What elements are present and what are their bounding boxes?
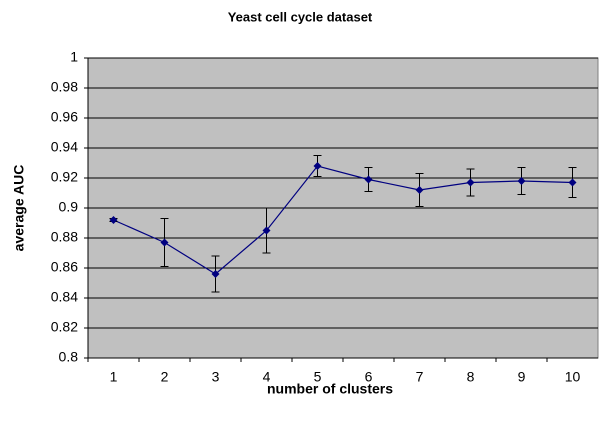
y-tick-label: 0.84 xyxy=(51,289,78,305)
x-tick-label: 2 xyxy=(161,369,169,385)
x-tick-label: 7 xyxy=(416,369,424,385)
x-tick-label: 3 xyxy=(212,369,220,385)
chart-title: Yeast cell cycle dataset xyxy=(228,9,373,24)
line xyxy=(113,165,573,275)
y-tick-label: 0.92 xyxy=(51,169,78,185)
x-tick-label: 6 xyxy=(365,369,373,385)
y-tick-label: 0.96 xyxy=(51,109,78,125)
y-tick-label: 0.9 xyxy=(59,199,79,215)
x-tick-label: 8 xyxy=(467,369,475,385)
x-tick-label: 1 xyxy=(110,369,118,385)
marker xyxy=(466,178,475,187)
marker xyxy=(517,177,526,185)
y-tick-label: 0.86 xyxy=(51,259,78,275)
marker xyxy=(211,270,220,278)
y-tick-label: 0.88 xyxy=(51,229,78,245)
x-tick-label: 5 xyxy=(314,369,322,385)
x-tick-label: 9 xyxy=(518,369,526,385)
y-tick-label: 0.8 xyxy=(59,349,79,365)
y-tick-label: 0.98 xyxy=(51,79,78,95)
marker xyxy=(313,162,322,170)
y-tick-label: 0.82 xyxy=(51,319,78,335)
marker xyxy=(262,226,271,235)
x-tick-label: 4 xyxy=(263,369,271,385)
y-axis-label: average AUC xyxy=(11,165,27,252)
x-axis-label: number of clusters xyxy=(267,381,393,397)
x-tick-label: 10 xyxy=(565,369,581,385)
y-tick-label: 1 xyxy=(70,49,78,65)
marker xyxy=(415,186,424,194)
marker xyxy=(568,178,577,187)
marker xyxy=(364,175,373,184)
y-tick-label: 0.94 xyxy=(51,139,78,155)
marker xyxy=(160,238,169,247)
marker xyxy=(109,216,118,224)
